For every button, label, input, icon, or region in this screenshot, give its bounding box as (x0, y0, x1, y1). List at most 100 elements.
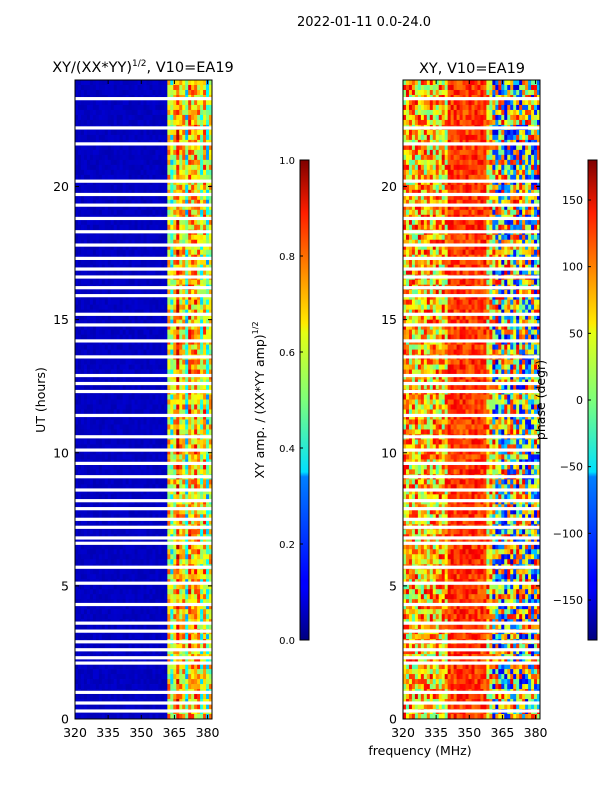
amplitude-cell (173, 184, 177, 191)
amplitude-cell (134, 394, 138, 400)
amplitude-cell (89, 469, 94, 475)
amplitude-cell (206, 204, 210, 211)
amplitude-cell (191, 464, 195, 470)
amplitude-cell (75, 409, 79, 415)
amplitude-cell (206, 219, 210, 226)
amplitude-cell (170, 359, 174, 365)
amplitude-cell (83, 399, 88, 405)
amplitude-cell (167, 399, 171, 405)
amplitude-cell (89, 324, 94, 331)
amplitude-cell (179, 454, 183, 460)
amplitude-cell (107, 319, 112, 326)
amplitude-cell (200, 554, 204, 560)
amplitude-cell (128, 204, 132, 211)
amplitude-cell (140, 489, 144, 495)
amplitude-cell (131, 299, 135, 306)
amplitude-cell (119, 509, 124, 515)
amplitude-cell (83, 329, 88, 335)
amplitude-cell (119, 249, 124, 256)
amplitude-cell (131, 604, 135, 610)
amplitude-cell (197, 394, 201, 400)
amplitude-cell (197, 594, 201, 600)
amplitude-cell (77, 209, 82, 216)
amplitude-cell (119, 519, 124, 525)
amplitude-cell (125, 169, 130, 176)
amplitude-cell (161, 279, 165, 286)
amplitude-cell (185, 419, 189, 425)
amplitude-cell (200, 89, 204, 96)
amplitude-cell (194, 84, 198, 91)
amplitude-cell (101, 349, 106, 355)
amplitude-cell (206, 99, 210, 106)
amplitude-cell (206, 264, 210, 271)
amplitude-cell (80, 544, 85, 550)
amplitude-cell (185, 129, 189, 136)
amplitude-cell (146, 164, 150, 171)
amplitude-cell (170, 449, 174, 455)
amplitude-cell (197, 104, 201, 111)
amplitude-cell (185, 414, 189, 420)
amplitude-cell (206, 114, 210, 121)
amplitude-cell (206, 169, 210, 176)
amplitude-cell (98, 309, 103, 316)
amplitude-cell (92, 454, 97, 460)
amplitude-cell (137, 529, 141, 535)
amplitude-cell (125, 149, 130, 156)
amplitude-cell (146, 594, 150, 600)
amplitude-cell (176, 324, 180, 331)
amplitude-cell (164, 599, 168, 605)
amplitude-cell (146, 599, 150, 605)
amplitude-cell (131, 239, 135, 246)
amplitude-cell (152, 359, 156, 365)
amplitude-cell (80, 464, 85, 470)
amplitude-cell (125, 309, 130, 316)
amplitude-cell (149, 484, 153, 490)
amplitude-cell (98, 154, 103, 161)
amplitude-cell (197, 249, 201, 256)
amplitude-cell (173, 314, 177, 321)
amplitude-cell (188, 469, 192, 475)
amplitude-cell (110, 304, 115, 311)
amplitude-cell (107, 419, 112, 425)
amplitude-cell (116, 224, 121, 231)
amplitude-cell (83, 314, 88, 321)
amplitude-cell (140, 109, 144, 116)
amplitude-cell (197, 549, 201, 555)
amplitude-cell (182, 479, 186, 485)
amplitude-cell (104, 249, 109, 256)
amplitude-cell (191, 289, 195, 296)
amplitude-cell (140, 189, 144, 196)
amplitude-cell (128, 574, 132, 580)
amplitude-cell (152, 574, 156, 580)
amplitude-cell (179, 349, 183, 355)
amplitude-cell (125, 334, 130, 340)
amplitude-cell (107, 239, 112, 246)
amplitude-cell (107, 244, 112, 251)
amplitude-cell (113, 99, 118, 106)
amplitude-cell (128, 199, 132, 206)
amplitude-cell (209, 154, 213, 161)
amplitude-cell (176, 489, 180, 495)
amplitude-cell (179, 614, 183, 620)
amplitude-cell (206, 439, 210, 445)
amplitude-cell (98, 199, 103, 206)
amplitude-cell (179, 269, 183, 276)
amplitude-cell (173, 129, 177, 136)
amplitude-cell (203, 89, 207, 96)
amplitude-cell (83, 604, 88, 610)
amplitude-cell (194, 279, 198, 286)
amplitude-cell (146, 349, 150, 355)
amplitude-cell (113, 369, 118, 375)
amplitude-cell (119, 239, 124, 246)
amplitude-cell (170, 569, 174, 575)
amplitude-cell (149, 424, 153, 430)
amplitude-cell (197, 559, 201, 565)
amplitude-cell (101, 374, 106, 380)
amplitude-cell (194, 294, 198, 301)
amplitude-cell (170, 549, 174, 555)
amplitude-cell (194, 549, 198, 555)
amplitude-cell (188, 114, 192, 121)
amplitude-cell (131, 164, 135, 171)
amplitude-cell (110, 444, 115, 450)
amplitude-cell (206, 469, 210, 475)
